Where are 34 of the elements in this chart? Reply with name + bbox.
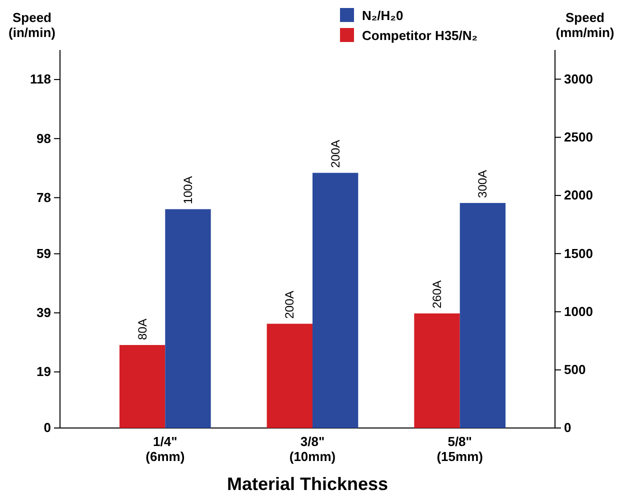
y-axis-title: Speed (in/min) [8, 10, 56, 40]
y-tick-label: 78 [36, 190, 51, 205]
y-tick-label: 118 [30, 72, 51, 87]
bar [266, 324, 312, 428]
bar [119, 345, 166, 428]
bar [165, 209, 211, 428]
y-tick-label: 98 [36, 130, 51, 146]
legend-label: N₂/H₂0 [362, 8, 404, 23]
legend-label: Competitor H35/N₂ [362, 28, 478, 43]
annotation: 200A [282, 290, 297, 319]
annotation: 300A [476, 170, 490, 198]
y2-tick-label: 0 [564, 420, 572, 436]
annotation: 100A [180, 176, 195, 204]
y2-tick-label: 1500 [564, 246, 593, 261]
annotation: 200A [328, 140, 342, 168]
x-tick-label: 5/8" (15mm) [436, 434, 483, 464]
y2-axis-title: Speed (mm/min) [556, 10, 614, 40]
annotation: 80A [135, 318, 150, 340]
y2-tick-label: 500 [564, 362, 586, 378]
y-tick-label: 59 [36, 246, 51, 261]
bar [414, 313, 460, 428]
y-tick-label: 39 [36, 304, 51, 320]
annotation: 260A [430, 280, 444, 308]
y2-tick-label: 3000 [564, 71, 593, 86]
x-axis-title: Material Thickness [226, 474, 388, 494]
x-tick-label: 3/8" (10mm) [289, 434, 336, 464]
bar [460, 202, 506, 428]
y2-tick-label: 2000 [564, 188, 593, 203]
y-tick-label: 0 [44, 420, 51, 436]
x-tick-label: 1/4" (6mm) [146, 434, 185, 464]
y2-tick-label: 2500 [564, 129, 593, 144]
y2-tick-label: 1000 [564, 304, 593, 319]
y-tick-label: 19 [36, 364, 51, 380]
bar [312, 172, 358, 428]
